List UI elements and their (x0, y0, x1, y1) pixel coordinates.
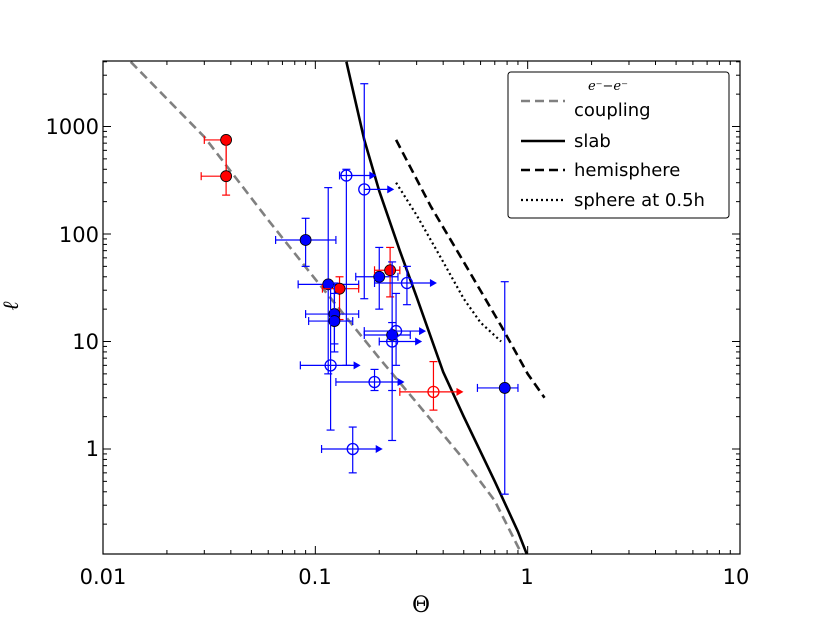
data-point (220, 170, 233, 183)
lower-limit-arrowhead (375, 445, 383, 453)
x-axis-label: Θ (412, 593, 430, 617)
lower-limit-arrowhead (387, 185, 395, 194)
line-sphere-at-0-5h (395, 182, 502, 343)
data-point-open (385, 335, 399, 348)
data-point (299, 234, 312, 246)
x-tick-label-1: 0.1 (298, 565, 331, 589)
legend-label-slab: slab (574, 131, 611, 152)
data-point (333, 282, 346, 295)
y-tick-label-2: 100 (59, 223, 99, 247)
data-point (373, 270, 386, 283)
data-point-open (346, 442, 359, 456)
data-point-open (324, 359, 337, 372)
legend-math-coupling: e⁻−e⁻ (588, 79, 628, 94)
y-tick-label-1: 10 (72, 330, 99, 354)
line-hemisphere (394, 139, 546, 399)
data-point (384, 264, 397, 277)
data-point-open (368, 375, 381, 389)
y-axis-label: ℓ (0, 301, 24, 311)
lower-limit-arrowhead (369, 171, 377, 180)
data-point-open (358, 183, 371, 196)
lower-limit-arrowhead (397, 378, 405, 387)
data-point-open (389, 324, 403, 338)
legend-label-hemisphere: hemisphere (574, 160, 680, 181)
lower-limit-arrowhead (415, 337, 423, 346)
line-coupling (129, 61, 524, 554)
legend-label-sphere: sphere at 0.5h (574, 190, 705, 211)
data-point-open (427, 385, 440, 399)
line-slab (345, 61, 529, 554)
data-point-open (340, 169, 353, 182)
legend: e⁻−e⁻ coupling slab hemisphere sphere at… (507, 71, 730, 219)
legend-box (507, 71, 730, 219)
lower-limit-arrowhead (419, 327, 427, 336)
x-tick-label-0: 0.01 (80, 565, 127, 589)
x-tick-label-3: 10 (723, 565, 750, 589)
x-tick-label-2: 1 (520, 565, 533, 589)
data-layer (129, 61, 546, 554)
data-point (498, 382, 511, 394)
data-point (328, 315, 341, 327)
lower-limit-arrowhead (429, 279, 437, 288)
plot-frame (102, 60, 741, 555)
ticks-layer (102, 61, 740, 554)
lower-limit-arrowhead (353, 361, 361, 370)
y-tick-label-3: 1000 (46, 115, 99, 139)
legend-label-coupling: coupling (574, 100, 651, 121)
y-tick-label-0: 1 (86, 437, 99, 461)
lower-limit-arrowhead (456, 387, 464, 396)
data-point-open (400, 276, 414, 290)
